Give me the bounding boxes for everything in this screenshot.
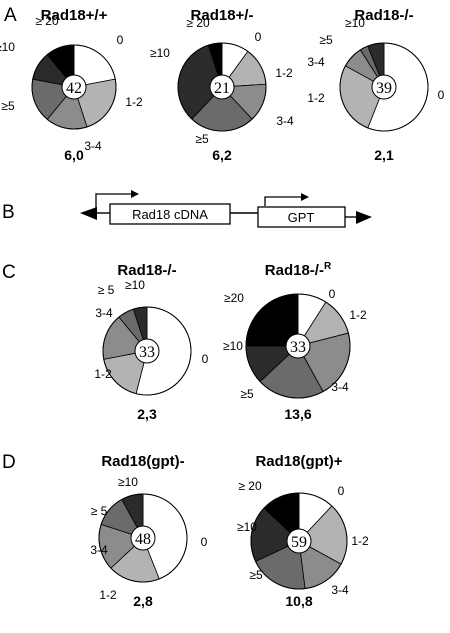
count-circle (134, 338, 160, 364)
slice-label: 0 (438, 88, 445, 102)
pie-title: Rad18+/- (191, 7, 254, 24)
pie-chart: Rad18(gpt)- 48 0 1-2 3-4 ≥ 5 ≥10 2,8 (90, 453, 207, 609)
slice-label: 1-2 (307, 91, 325, 105)
count-label: 33 (290, 339, 306, 356)
slice-label: ≥ 20 (186, 16, 210, 30)
right-triangle (356, 211, 372, 224)
slice-label: ≥10 (223, 339, 243, 353)
cdna-box-label: Rad18 cDNA (132, 207, 208, 222)
count-circle (285, 333, 311, 359)
pie-title: Rad18+/+ (41, 7, 108, 24)
pie-outline (245, 293, 351, 399)
slice-label: 1-2 (94, 367, 112, 381)
slice-label: 0 (329, 287, 336, 301)
panel-label-c: C (2, 262, 16, 283)
pie-title: Rad18-/- (117, 262, 176, 279)
slice-label: ≥ 5 (98, 283, 115, 297)
construct-diagram: Rad18 cDNA GPT (80, 190, 372, 228)
slice-label: 3-4 (331, 380, 349, 394)
slice-label: ≥ 20 (238, 479, 262, 493)
pie-title: Rad18(gpt)- (101, 453, 184, 470)
pie-outline (98, 493, 188, 583)
slice-label: 1-2 (349, 308, 367, 322)
pie-statistic: 2,1 (374, 147, 394, 163)
panel-label-d: D (2, 452, 16, 473)
slice-label: 0 (117, 33, 124, 47)
count-circle (130, 525, 156, 551)
pie-chart: Rad18-/- 33 0 1-2 3-4 ≥ 5 ≥10 2,3 (94, 262, 208, 422)
pie-chart: Rad18-/-R 33 0 1-2 3-4 ≥5 ≥10 ≥20 13,6 (223, 261, 367, 422)
slice-label: ≥5 (240, 387, 254, 401)
slice-label: ≥5 (319, 33, 333, 47)
pie-statistic: 13,6 (284, 406, 311, 422)
slice-label: ≥10 (237, 520, 257, 534)
slice-label: ≥10 (345, 16, 365, 30)
cdna-box (109, 203, 231, 225)
count-label: 42 (66, 80, 82, 97)
slice-label: ≥10 (150, 46, 170, 60)
pie-outline (177, 42, 267, 132)
slice-label: 1-2 (99, 588, 117, 602)
slice-label: ≥10 (125, 278, 145, 292)
count-circle (61, 74, 87, 100)
pie-outline (250, 492, 348, 590)
slice-label: 3-4 (307, 55, 325, 69)
slice-label: 0 (338, 484, 345, 498)
pie-charts: Rad18+/+ 42 0 1-2 3-4 ≥5 ≥10 ≥ 20 6,0 Rad18+/- 21 0… (0, 7, 445, 609)
slice-label: 3-4 (331, 583, 349, 597)
slice-label: 0 (255, 30, 262, 44)
slice-label: 1-2 (351, 534, 369, 548)
pie-outline (339, 42, 429, 132)
pie-chart: Rad18-/- 39 0 1-2 3-4 ≥5 ≥10 2,1 (307, 7, 444, 163)
slice-label: ≥5 (1, 99, 15, 113)
pie-outline (31, 44, 117, 130)
slice-label: 3-4 (84, 139, 102, 153)
panel-label-b: B (2, 202, 15, 223)
slice-label: ≥20 (224, 291, 244, 305)
pie-title: Rad18-/-R (265, 261, 332, 279)
slice-label: 0 (202, 352, 209, 366)
pie-statistic: 2,3 (137, 406, 157, 422)
count-label: 21 (214, 80, 230, 97)
pie-statistic: 10,8 (285, 593, 312, 609)
pie-outline (102, 306, 192, 396)
pie-chart: Rad18+/- 21 0 1-2 3-4 ≥5 ≥10 ≥ 20 6,2 (150, 7, 294, 163)
slice-label: 3-4 (276, 114, 294, 128)
slice-label: ≥10 (118, 475, 138, 489)
slice-label: 3-4 (90, 543, 108, 557)
slice-label: 3-4 (95, 306, 113, 320)
count-circle (286, 528, 312, 554)
slice-label: 1-2 (275, 66, 293, 80)
count-label: 33 (139, 344, 155, 361)
promoter-arrowhead-2 (301, 193, 309, 201)
pie-statistic: 6,2 (212, 147, 232, 163)
slice-label: ≥ 5 (91, 504, 108, 518)
left-triangle (80, 207, 97, 220)
slice-label: 1-2 (125, 95, 143, 109)
slice-label: ≥ 20 (35, 14, 59, 28)
promoter-arrow-1 (95, 193, 133, 212)
promoter-arrow-2 (264, 196, 303, 206)
promoter-arrowhead-1 (131, 190, 139, 198)
count-label: 59 (291, 534, 307, 551)
slice-label: ≥10 (0, 40, 15, 54)
pie-title: Rad18-/- (354, 7, 413, 24)
pie-chart: Rad18(gpt)+ 59 0 1-2 3-4 ≥5 ≥10 ≥ 20 10,8 (237, 453, 369, 609)
gpt-box-label: GPT (288, 210, 315, 225)
pie-statistic: 6,0 (64, 147, 84, 163)
count-label: 39 (376, 80, 392, 97)
slice-label: ≥5 (249, 568, 263, 582)
count-label: 48 (135, 531, 151, 548)
pie-title: Rad18(gpt)+ (255, 453, 342, 470)
slice-label: ≥5 (195, 132, 209, 146)
slice-label: 0 (201, 535, 208, 549)
count-circle (371, 74, 397, 100)
panel-label-a: A (4, 5, 17, 26)
pie-chart: Rad18+/+ 42 0 1-2 3-4 ≥5 ≥10 ≥ 20 6,0 (0, 7, 143, 163)
pie-statistic: 2,8 (133, 593, 153, 609)
count-circle (209, 74, 235, 100)
pie-title-superscript: R (324, 261, 332, 272)
